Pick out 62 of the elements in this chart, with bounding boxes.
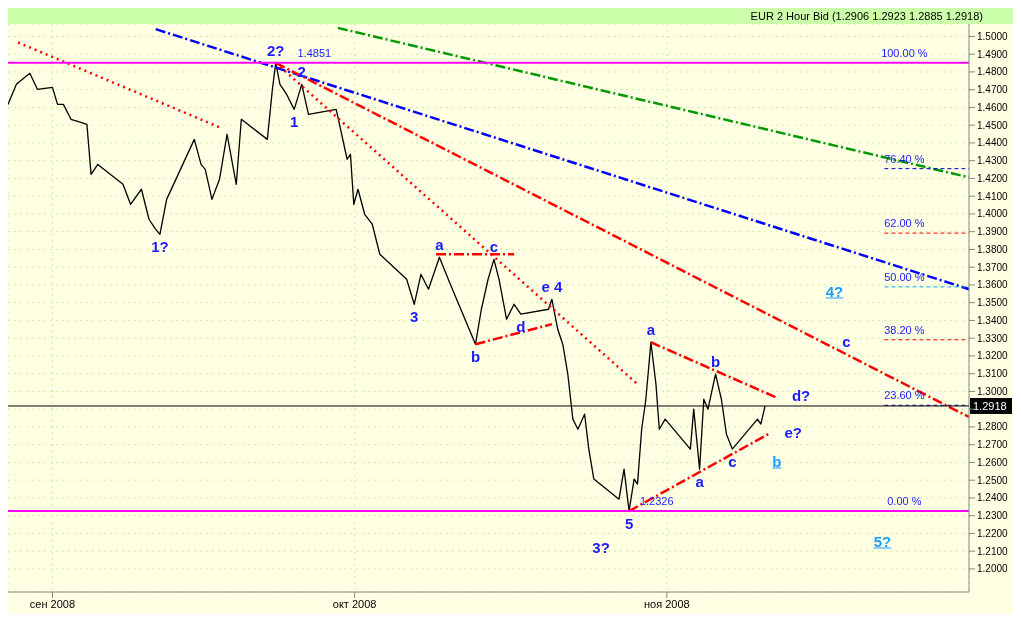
annotation: b: [710, 353, 721, 371]
annotation: 3?: [592, 539, 610, 557]
y-tick-label: 1.4900: [977, 48, 1009, 60]
annotation: 3: [410, 308, 419, 326]
y-tick-label: 1.3000: [977, 385, 1009, 397]
annotation: 100.00 %: [881, 46, 928, 59]
y-tick-label: 1.3100: [977, 368, 1009, 380]
y-tick-label: 1.2600: [977, 456, 1009, 468]
annotation: 50.00 %: [884, 270, 925, 283]
y-tick-label: 1.2300: [977, 510, 1009, 522]
annotation: c: [489, 238, 499, 256]
y-tick-label: 1.4100: [977, 190, 1009, 202]
y-tick-label: 1.2100: [977, 545, 1009, 557]
annotation: 4?: [825, 282, 844, 300]
annotation: a: [646, 321, 656, 339]
y-tick-label: 1.4200: [977, 172, 1009, 184]
y-tick-label: 1.3200: [977, 350, 1009, 362]
y-tick-label: 1.2200: [977, 527, 1009, 539]
annotation: 1?: [151, 238, 169, 256]
annotation: b: [772, 452, 782, 470]
y-tick-label: 1.3600: [977, 279, 1009, 291]
annotation: 62.00 %: [884, 217, 925, 229]
x-tick-label: окт 2008: [332, 597, 377, 610]
y-tick-label: 1.4500: [977, 119, 1009, 131]
annotation: 0.00 %: [887, 494, 922, 507]
y-tick-label: 1.4800: [977, 66, 1009, 78]
annotation: 5?: [873, 532, 892, 550]
y-tick-label: 1.5000: [977, 30, 1009, 42]
ref-line-label: 1.2918: [973, 399, 1007, 412]
y-tick-label: 1.3800: [977, 243, 1009, 255]
chart-title: EUR 2 Hour Bid (1.2906 1.2923 1.2885 1.2918): [8, 8, 1013, 24]
x-tick-label: ноя 2008: [644, 597, 690, 610]
annotation: e 4: [541, 278, 563, 296]
y-tick-label: 1.2400: [977, 492, 1009, 504]
annotation: c: [842, 333, 851, 351]
annotation: c: [728, 453, 737, 471]
annotation: e?: [784, 423, 802, 441]
y-tick-label: 1.3700: [977, 261, 1009, 273]
y-tick-label: 1.2500: [977, 474, 1009, 486]
y-tick-label: 1.4000: [977, 208, 1009, 220]
annotation: a: [695, 473, 705, 491]
annotation: 1: [290, 113, 299, 131]
annotation: a: [435, 236, 445, 254]
annotation: b: [470, 348, 481, 366]
y-tick-label: 1.3300: [977, 332, 1009, 344]
annotation: 5: [624, 515, 634, 533]
x-tick-label: сен 2008: [29, 597, 76, 610]
y-tick-label: 1.2000: [977, 563, 1009, 575]
y-tick-label: 1.3500: [977, 297, 1009, 309]
annotation: 2?: [266, 41, 285, 59]
annotation: 1.4851: [297, 46, 332, 59]
annotation: 38.20 %: [884, 323, 925, 336]
y-tick-label: 1.4400: [977, 137, 1009, 149]
y-tick-label: 1.2700: [977, 439, 1009, 451]
y-tick-label: 1.3400: [977, 314, 1009, 326]
y-tick-label: 1.4300: [977, 155, 1009, 167]
y-tick-label: 1.3900: [977, 226, 1009, 238]
y-tick-label: 1.4600: [977, 101, 1009, 113]
annotation: d?: [791, 387, 811, 405]
y-tick-label: 1.4700: [977, 84, 1009, 96]
y-tick-label: 1.2800: [977, 421, 1009, 433]
annotation: d: [516, 318, 526, 336]
